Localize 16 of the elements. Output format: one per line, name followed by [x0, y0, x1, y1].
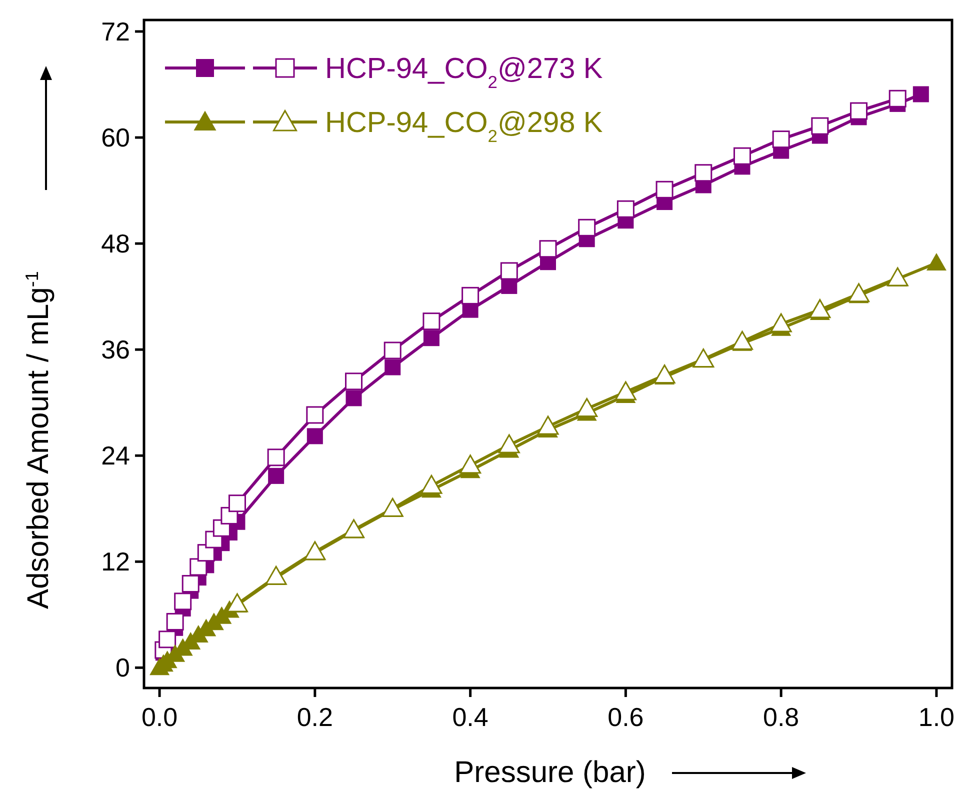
- x-tick-label: 1.0: [918, 702, 955, 732]
- y-tick-label: 24: [101, 440, 130, 471]
- y-tick-label: 72: [101, 16, 130, 46]
- y-tick-label: 0: [116, 652, 130, 683]
- x-tick-label: 0.2: [296, 702, 333, 732]
- x-tick-label: 0.8: [763, 702, 800, 732]
- legend-label: HCP-94_CO$_{2}$@298 K: [325, 107, 604, 146]
- x-axis-title: Pressure (bar): [454, 756, 646, 789]
- x-tick-label: 0.6: [608, 702, 644, 732]
- y-tick-label: 60: [101, 122, 130, 153]
- legend-label: HCP-94_CO$_{2}$@273 K: [325, 53, 604, 92]
- y-tick-label: 36: [101, 334, 130, 365]
- y-tick-label: 12: [101, 546, 130, 577]
- x-tick-label: 0.0: [141, 702, 178, 732]
- y-tick-label: 48: [101, 228, 130, 259]
- x-tick-label: 0.4: [452, 702, 488, 732]
